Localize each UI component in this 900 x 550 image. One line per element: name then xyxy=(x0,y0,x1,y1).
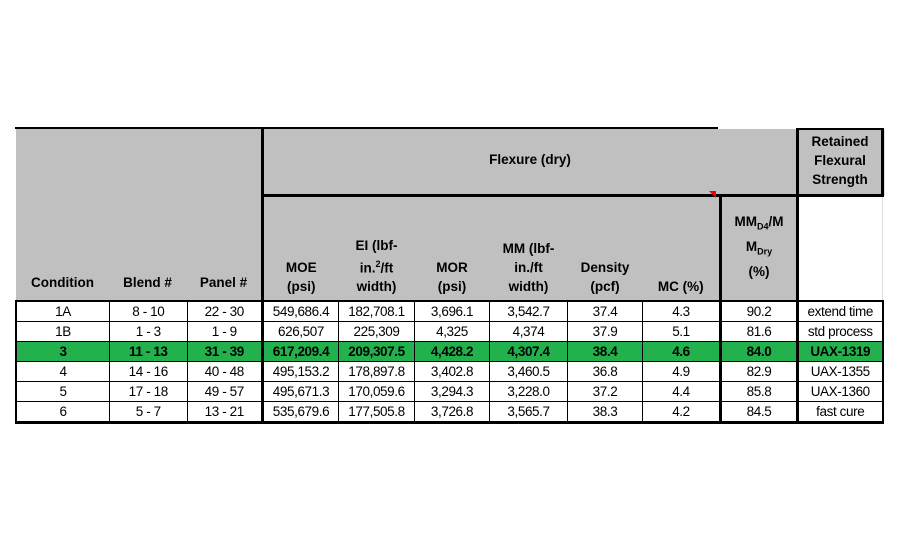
cell-ratio: 90.2 xyxy=(719,300,799,322)
cell-condition: 1B xyxy=(15,321,111,342)
header-ratio: MMD4/M MDry (%) xyxy=(719,195,799,301)
cell-ei: 209,307.5 xyxy=(338,341,415,362)
comment-marker-icon xyxy=(709,191,716,198)
empty-header-cell xyxy=(882,128,885,197)
cell-mor: 4,428.2 xyxy=(414,341,490,362)
cell-ratio: 85.8 xyxy=(719,381,799,402)
table-row: 1A 8 - 10 22 - 30 549,686.4 182,708.1 3,696.1… xyxy=(15,300,885,322)
cell-condition: 6 xyxy=(15,401,111,424)
cell-moe: 626,507 xyxy=(262,321,339,342)
header-retained-flexural-strength: Retained Flexural Strength xyxy=(796,128,884,198)
header-density: Density (pcf) xyxy=(567,195,643,301)
cell-ei: 178,897.8 xyxy=(338,361,415,382)
cell-note: std process xyxy=(797,321,884,342)
cell-blend: 5 - 7 xyxy=(109,401,188,424)
cell-ratio: 84.5 xyxy=(719,401,799,424)
cell-density: 38.3 xyxy=(567,401,643,424)
results-table: Condition Blend # Panel # Flexure (dry) … xyxy=(15,128,885,424)
cell-density: 36.8 xyxy=(567,361,643,382)
header-mor: MOR (psi) xyxy=(414,195,490,301)
cell-density: 38.4 xyxy=(567,341,643,362)
cell-ei: 177,505.8 xyxy=(338,401,415,424)
cell-ei: 182,708.1 xyxy=(338,300,415,322)
cell-panel: 49 - 57 xyxy=(186,381,265,402)
cell-mm: 4,307.4 xyxy=(489,341,568,362)
cell-condition: 5 xyxy=(15,381,111,402)
cell-moe: 495,153.2 xyxy=(262,361,339,382)
cell-blend: 14 - 16 xyxy=(109,361,188,382)
cell-mm: 3,228.0 xyxy=(489,381,568,402)
cell-mc: 4.2 xyxy=(642,401,721,424)
table-row: 3 11 - 13 31 - 39 617,209.4 209,307.5 4,428.2… xyxy=(15,341,885,362)
header-blend: Blend # xyxy=(123,275,172,290)
cell-mm: 3,542.7 xyxy=(489,300,568,322)
cell-moe: 535,679.6 xyxy=(262,401,339,424)
cell-mor: 3,294.3 xyxy=(414,381,490,402)
cell-note: UAX-1360 xyxy=(797,381,884,402)
header-mc: MC (%) xyxy=(642,195,722,301)
cell-condition: 3 xyxy=(15,341,111,362)
cell-note: extend time xyxy=(797,300,884,322)
cell-condition: 4 xyxy=(15,361,111,382)
cell-panel: 1 - 9 xyxy=(186,321,265,342)
cell-mm: 3,460.5 xyxy=(489,361,568,382)
header-condition: Condition xyxy=(31,275,94,290)
header-moe: MOE (psi) xyxy=(262,195,339,301)
cell-moe: 617,209.4 xyxy=(262,341,339,362)
cell-mc: 5.1 xyxy=(642,321,721,342)
cell-blend: 17 - 18 xyxy=(109,381,188,402)
cell-ei: 170,059.6 xyxy=(338,381,415,402)
cell-mor: 3,696.1 xyxy=(414,300,490,322)
cell-ratio: 82.9 xyxy=(719,361,799,382)
cell-ratio: 81.6 xyxy=(719,321,799,342)
header-panel: Panel # xyxy=(199,275,248,290)
table-top-border xyxy=(15,127,718,129)
header-ei: EI (lbf-in.2/ft width) xyxy=(338,195,415,301)
cell-panel: 13 - 21 xyxy=(186,401,265,424)
header-mm: MM (lbf-in./ft width) xyxy=(489,195,568,301)
cell-mm: 4,374 xyxy=(489,321,568,342)
table-row: 5 17 - 18 49 - 57 495,671.3 170,059.6 3,294.3… xyxy=(15,381,885,402)
cell-mc: 4.3 xyxy=(642,300,721,322)
cell-mc: 4.4 xyxy=(642,381,721,402)
cell-note: UAX-1319 xyxy=(797,341,884,362)
cell-panel: 31 - 39 xyxy=(186,341,265,362)
cell-mm: 3,565.7 xyxy=(489,401,568,424)
header-flexure-dry: Flexure (dry) xyxy=(262,129,799,198)
header-left-block: Condition Blend # Panel # xyxy=(16,129,264,302)
cell-density: 37.9 xyxy=(567,321,643,342)
empty-header-cell xyxy=(797,195,883,301)
cell-mor: 3,726.8 xyxy=(414,401,490,424)
cell-density: 37.4 xyxy=(567,300,643,322)
cell-density: 37.2 xyxy=(567,381,643,402)
cell-condition: 1A xyxy=(15,300,111,322)
cell-panel: 22 - 30 xyxy=(186,300,265,322)
cell-ratio: 84.0 xyxy=(719,341,799,362)
cell-note: fast cure xyxy=(797,401,884,424)
cell-moe: 549,686.4 xyxy=(262,300,339,322)
cell-note: UAX-1355 xyxy=(797,361,884,382)
cell-panel: 40 - 48 xyxy=(186,361,265,382)
cell-mc: 4.9 xyxy=(642,361,721,382)
cell-blend: 11 - 13 xyxy=(109,341,188,362)
cell-blend: 8 - 10 xyxy=(109,300,188,322)
cell-ei: 225,309 xyxy=(338,321,415,342)
cell-mor: 3,402.8 xyxy=(414,361,490,382)
cell-blend: 1 - 3 xyxy=(109,321,188,342)
table-row: 4 14 - 16 40 - 48 495,153.2 178,897.8 3,402.8… xyxy=(15,361,885,382)
cell-mc: 4.6 xyxy=(642,341,721,362)
cell-moe: 495,671.3 xyxy=(262,381,339,402)
cell-mor: 4,325 xyxy=(414,321,490,342)
